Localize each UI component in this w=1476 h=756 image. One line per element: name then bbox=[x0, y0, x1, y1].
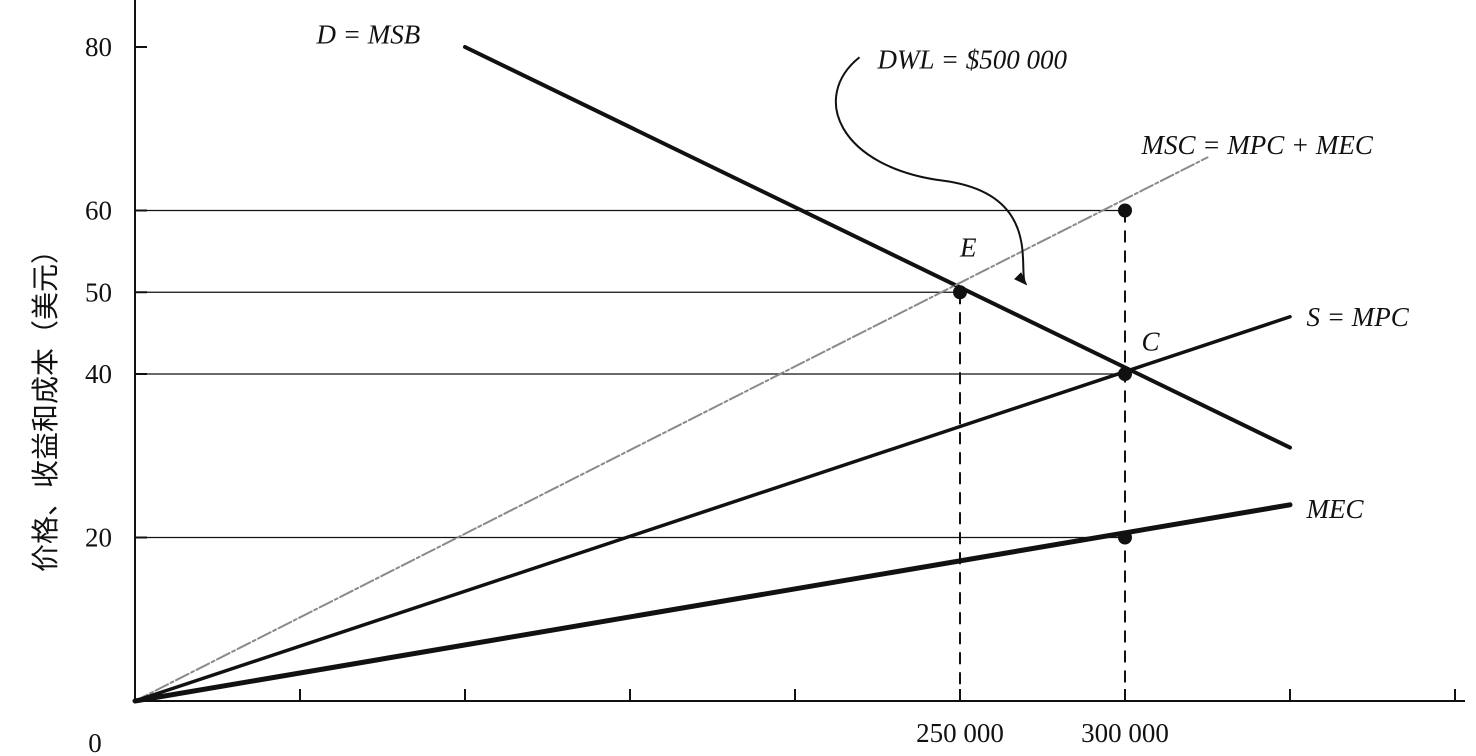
series-label: D = MSB bbox=[316, 20, 421, 50]
y-axis-label: 价格、收益和成本（美元） bbox=[29, 236, 62, 572]
point-label: E bbox=[959, 232, 977, 262]
origin-label: 0 bbox=[88, 728, 102, 756]
y-tick-label: 40 bbox=[85, 359, 112, 389]
point-msc-point bbox=[1118, 203, 1132, 218]
series-line bbox=[463, 45, 1292, 450]
dwl-arrow bbox=[834, 56, 1028, 286]
x-tick-label: 250 000 bbox=[916, 718, 1004, 748]
y-tick-label: 60 bbox=[85, 196, 112, 226]
point-E bbox=[953, 285, 967, 300]
y-tick-label: 80 bbox=[85, 32, 112, 62]
series-line bbox=[132, 502, 1293, 704]
dwl-annotation: DWL = $500 000 bbox=[877, 44, 1068, 74]
series-label: S = MPC bbox=[1307, 302, 1410, 332]
point-C bbox=[1118, 367, 1132, 381]
x-tick-label: 300 000 bbox=[1081, 718, 1169, 748]
series-line bbox=[133, 315, 1292, 703]
y-tick-label: 50 bbox=[85, 277, 112, 307]
y-tick-label: 20 bbox=[85, 523, 112, 553]
point-label: C bbox=[1142, 326, 1161, 356]
series-label: MEC bbox=[1306, 494, 1365, 524]
series-label: MSC = MPC + MEC bbox=[1141, 130, 1374, 160]
point-mec-point bbox=[1118, 530, 1132, 545]
series-line bbox=[134, 156, 1209, 702]
